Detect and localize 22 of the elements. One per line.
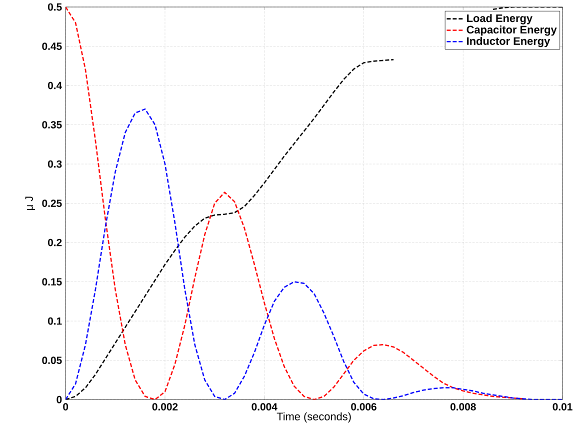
legend-label: Inductor Energy: [467, 36, 550, 48]
x-tick-label: 0.01: [552, 402, 572, 410]
x-tick-label: 0.006: [351, 402, 376, 410]
y-tick-label: 0.2: [48, 238, 62, 246]
x-tick-label: 0.008: [450, 402, 476, 410]
y-tick-label: 0.1: [48, 317, 62, 325]
y-tick-label: 0.35: [42, 120, 62, 128]
y-tick-label: 0.05: [42, 356, 62, 364]
y-tick-label: 0.15: [42, 278, 62, 286]
y-tick-label: 0.4: [48, 82, 62, 90]
legend-label: Load Energy: [467, 14, 532, 24]
x-tick-label: 0.002: [152, 402, 178, 410]
x-axis-title: Time (seconds): [276, 412, 351, 422]
y-tick-label: 0.3: [48, 160, 62, 168]
y-axis-title: μ J: [25, 196, 35, 210]
y-tick-label: 0.25: [42, 199, 62, 207]
y-tick-label: 0.5: [48, 3, 62, 11]
y-tick-label: 0.45: [42, 42, 62, 50]
x-tick-label: 0: [63, 402, 68, 410]
y-tick-label: 0: [56, 396, 62, 404]
x-tick-label: 0.004: [252, 402, 278, 410]
legend-label: Capacitor Energy: [466, 25, 557, 36]
